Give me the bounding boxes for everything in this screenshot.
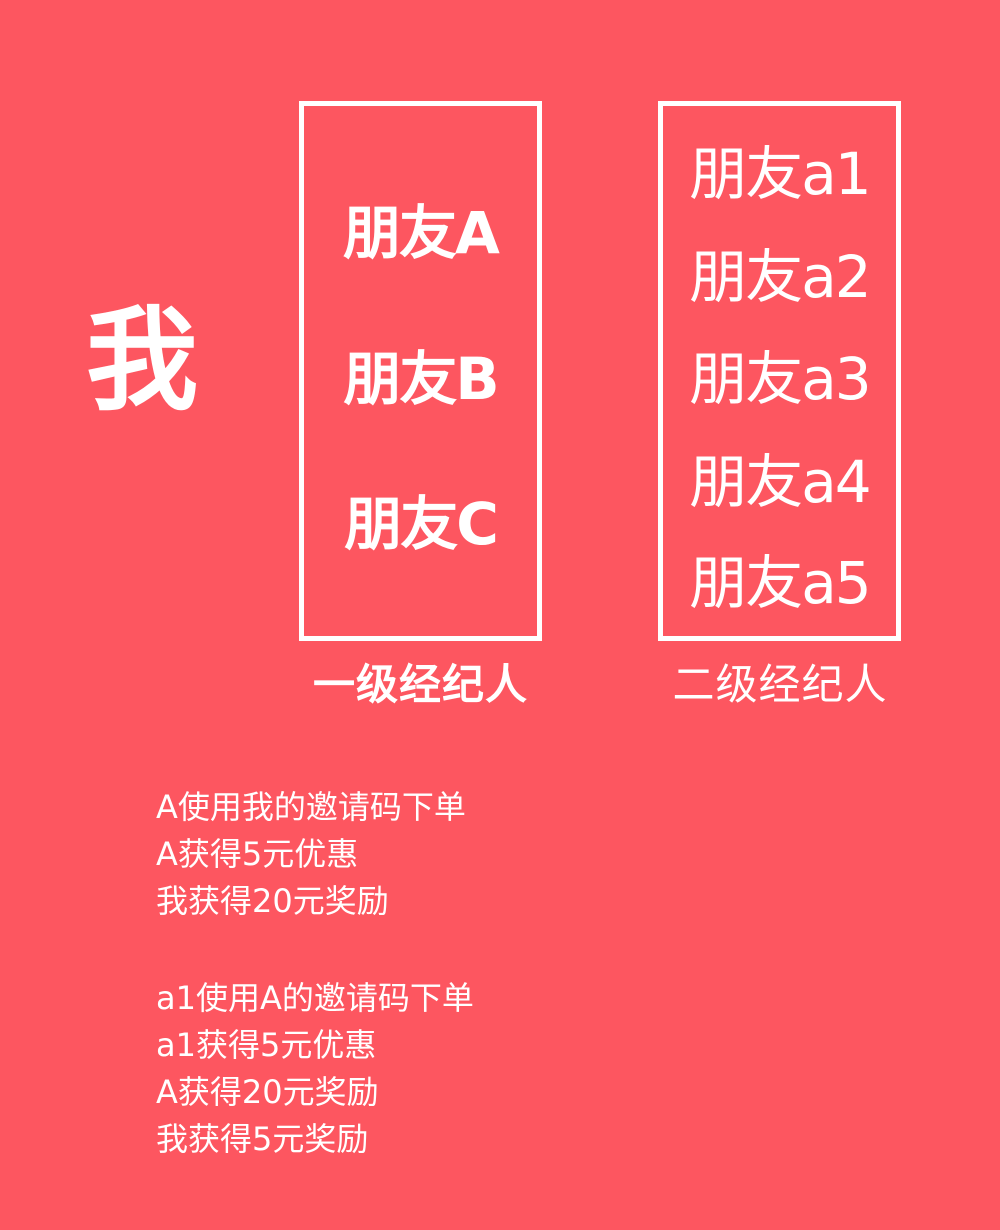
note-line: A使用我的邀请码下单 — [156, 788, 466, 826]
level2-agents-box: 朋友a1 朋友a2 朋友a3 朋友a4 朋友a5 — [658, 101, 901, 641]
me-label: 我 — [86, 296, 198, 426]
friend-b-label: 朋友B — [343, 345, 499, 413]
note-line: 我获得5元奖励 — [156, 1120, 369, 1158]
friend-c-label: 朋友C — [344, 490, 499, 558]
friend-a-label: 朋友A — [343, 199, 500, 267]
note-line: 我获得20元奖励 — [156, 882, 389, 920]
level1-agents-box: 朋友A 朋友B 朋友C — [299, 101, 542, 641]
level1-caption: 一级经纪人 — [312, 660, 528, 709]
friend-a1-label: 朋友a1 — [689, 140, 871, 208]
note-line: a1使用A的邀请码下单 — [156, 979, 474, 1017]
note-line: a1获得5元优惠 — [156, 1026, 377, 1064]
friend-a3-label: 朋友a3 — [689, 345, 871, 413]
notes-block-2: a1使用A的邀请码下单 a1获得5元优惠 A获得20元奖励 我获得5元奖励 — [156, 975, 474, 1163]
level2-caption: 二级经纪人 — [672, 660, 888, 709]
friend-a5-label: 朋友a5 — [689, 549, 871, 617]
notes-block-1: A使用我的邀请码下单 A获得5元优惠 我获得20元奖励 — [156, 784, 466, 925]
friend-a4-label: 朋友a4 — [689, 448, 871, 516]
friend-a2-label: 朋友a2 — [689, 243, 871, 311]
note-line: A获得5元优惠 — [156, 835, 359, 873]
note-line: A获得20元奖励 — [156, 1073, 379, 1111]
